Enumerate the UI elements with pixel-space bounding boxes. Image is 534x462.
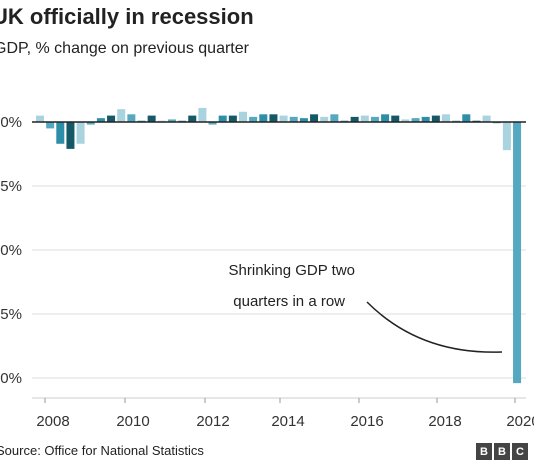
bar [167,119,176,122]
y-tick-label: -5% [0,178,22,195]
bar [208,122,217,125]
bbc-logo-letter: C [512,443,528,460]
bar [147,115,156,122]
annotation-line-2: quarters in a row [233,293,345,310]
bar [411,118,420,122]
x-axis-ticks: 2008 2010 2012 2014 2016 2018 2020 [36,398,534,430]
chart-title: UK officially in recession [0,4,254,29]
bar [107,115,116,122]
bar [259,114,268,122]
bar [330,114,339,122]
annotation-line-1: Shrinking GDP two [229,262,355,279]
bar [360,115,369,122]
x-tick-label: 2008 [36,413,69,430]
bar [431,115,440,122]
bar [442,114,450,122]
x-tick-label: 2012 [196,413,229,430]
source-note: Source: Office for National Statistics [0,443,204,458]
bar [289,116,298,122]
bar [188,115,197,122]
bar [56,122,65,144]
bar [86,122,95,125]
bars [36,107,522,384]
x-tick-label: 2020 [506,413,534,430]
bar [513,122,522,384]
y-tick-label: -10% [0,242,22,259]
bar [401,119,410,122]
bar [391,115,400,122]
bar [46,122,55,129]
bar [198,107,207,122]
bar [299,118,308,122]
x-tick-label: 2014 [271,413,304,430]
bar [350,116,359,122]
bar [127,114,136,122]
x-tick-label: 2016 [350,413,383,430]
bar [269,114,278,122]
bar [249,116,258,122]
y-tick-label: -20% [0,370,22,387]
bar [381,114,390,122]
bar [320,116,329,122]
chart-subtitle: GDP, % change on previous quarter [0,40,249,57]
bar [482,115,491,122]
y-axis-ticks: 0% -5% -10% -15% -20% [0,114,22,387]
bar [239,111,247,122]
x-tick-label: 2018 [428,413,461,430]
y-tick-label: 0% [0,114,22,131]
bar [502,122,511,151]
bar [228,115,237,122]
bar [462,114,471,122]
annotation-leader-line [366,301,503,353]
bar [370,116,379,122]
y-tick-label: -15% [0,306,22,323]
bar [218,115,227,122]
bbc-logo-letter: B [476,443,492,460]
bar [76,122,85,144]
bar [279,115,288,122]
bar [96,118,105,122]
bar [421,116,430,122]
gridlines [32,185,526,399]
bbc-logo-letter: B [494,443,510,460]
bar [117,109,126,122]
annotation: Shrinking GDP two quarters in a row [229,262,503,353]
bar [36,115,44,122]
bar [310,114,319,122]
x-tick-label: 2010 [116,413,149,430]
bar [66,122,75,149]
bbc-logo: B B C [476,443,528,460]
